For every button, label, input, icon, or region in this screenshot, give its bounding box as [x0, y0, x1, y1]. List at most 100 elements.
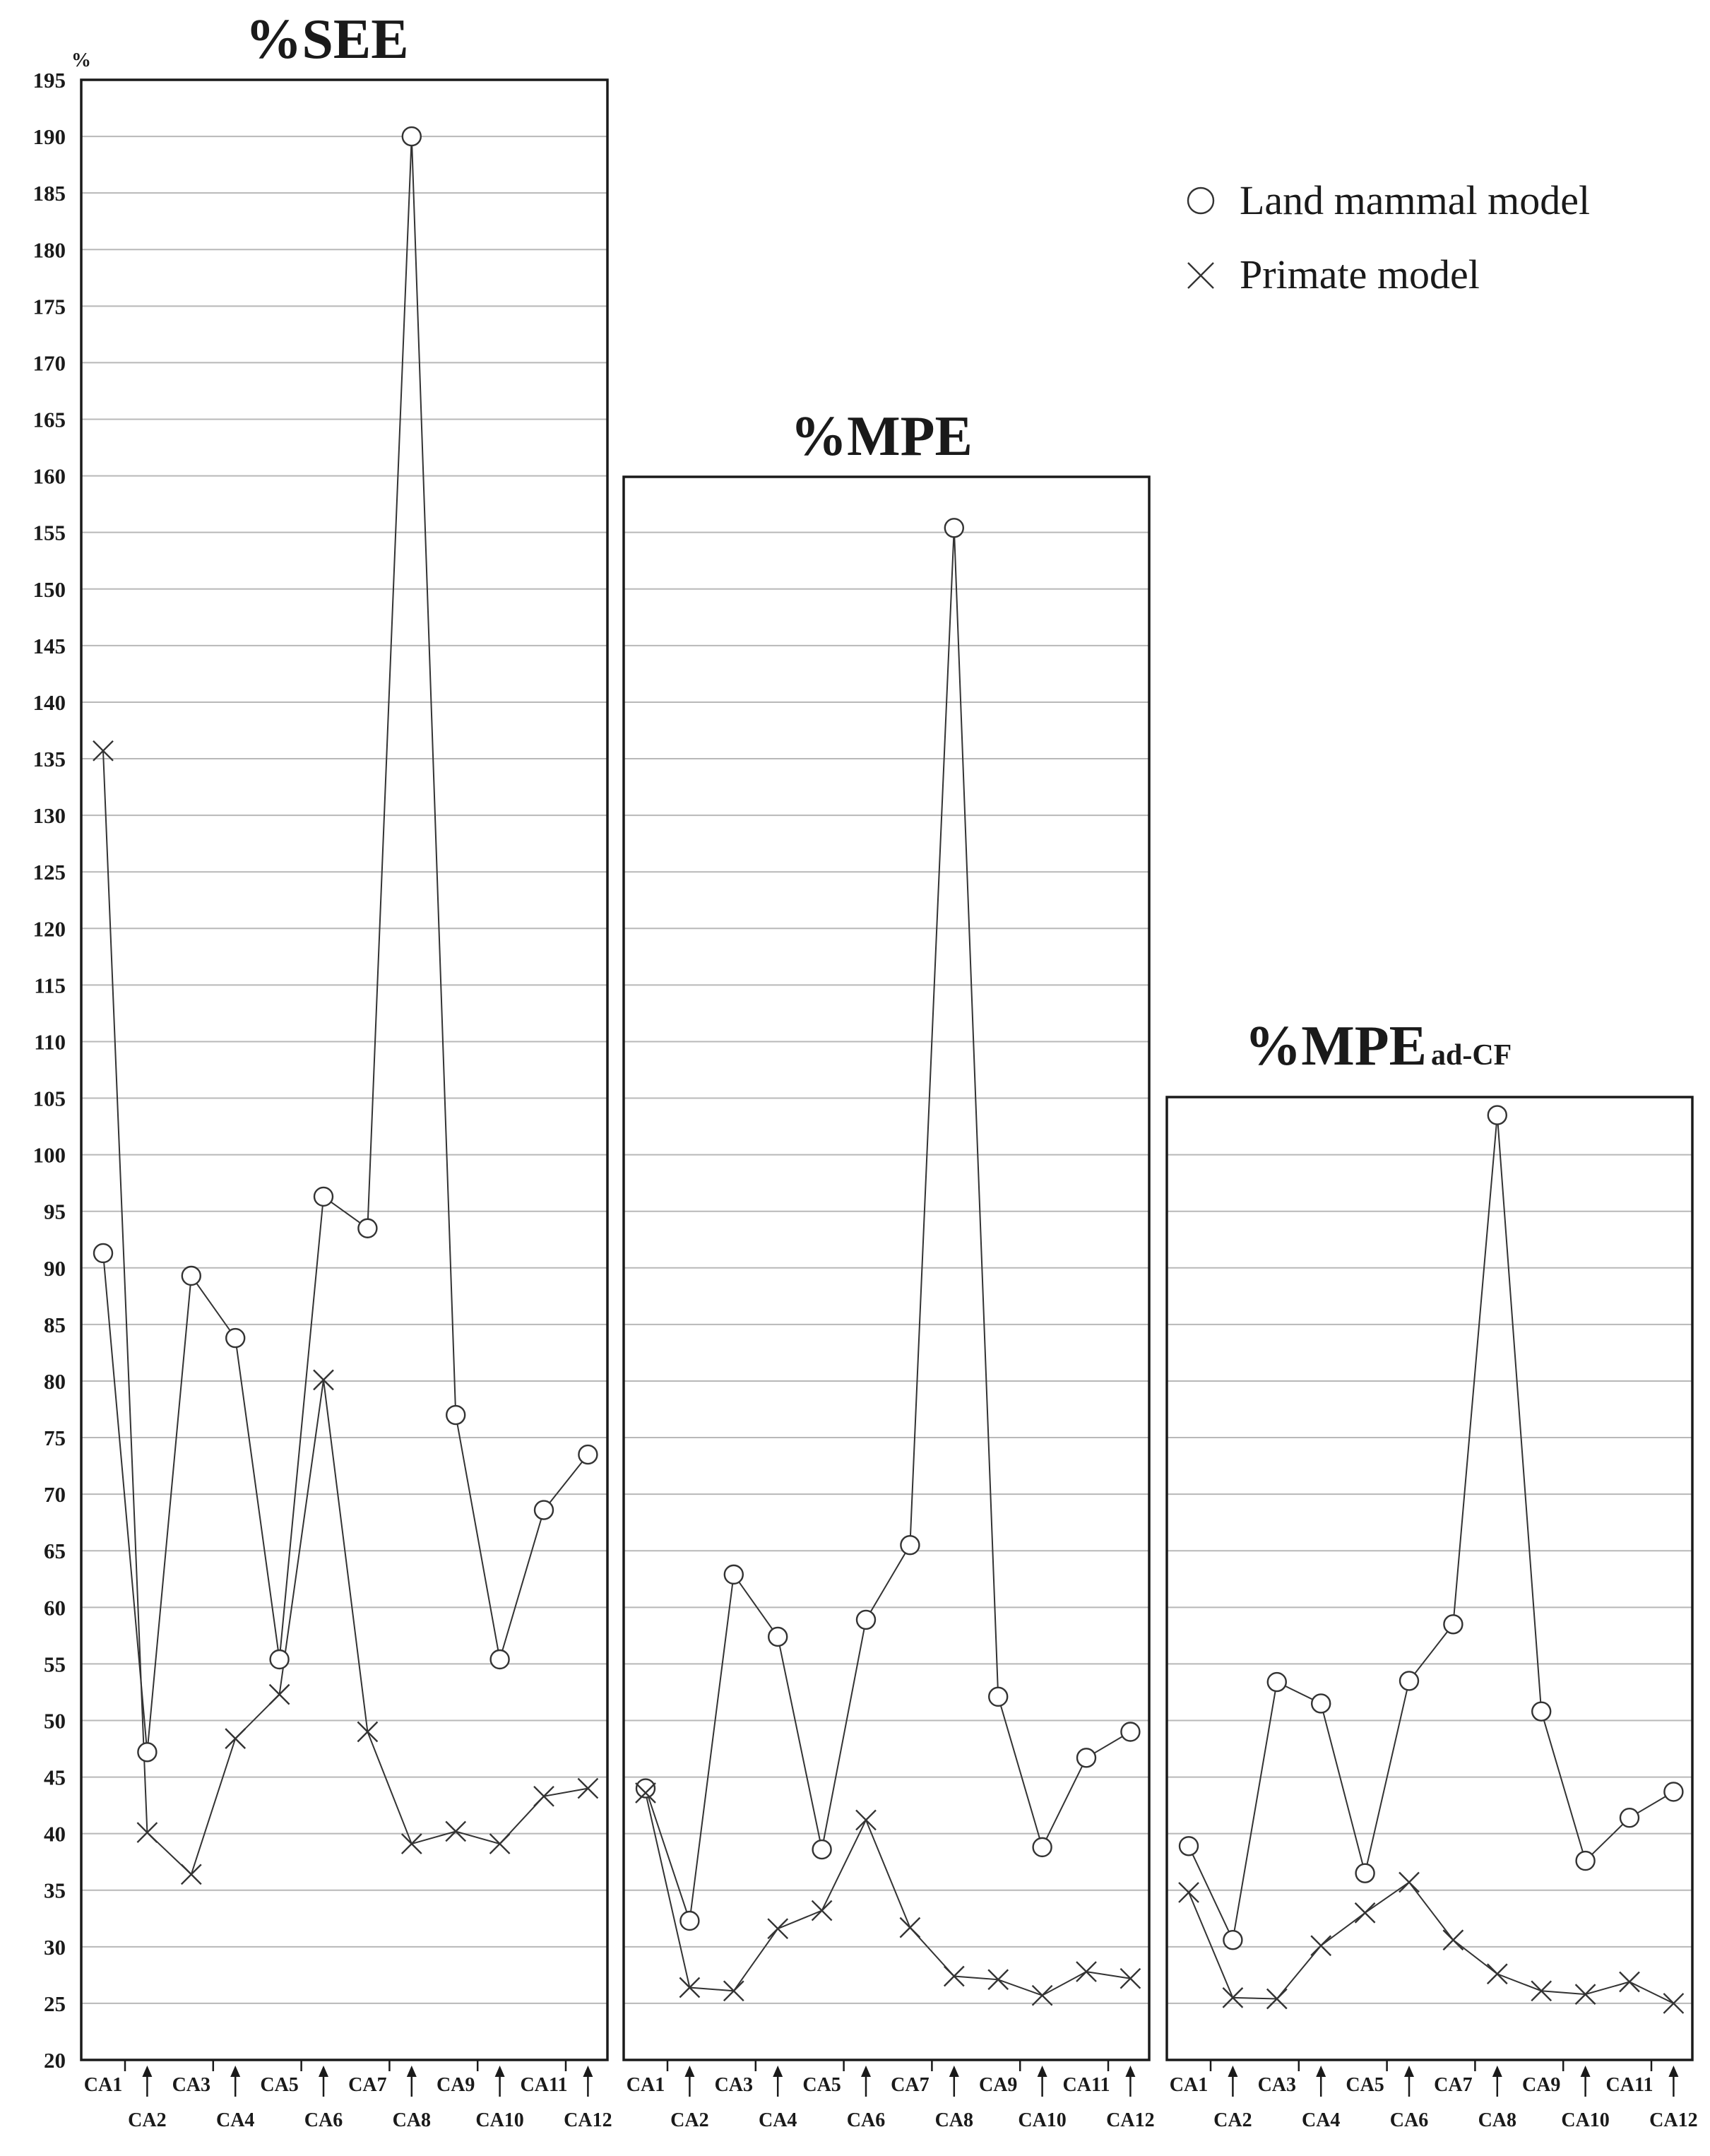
x-tick-label-ca11: CA11: [1606, 2074, 1653, 2096]
data-point-circle: [225, 1327, 246, 1349]
cross-stroke: [899, 1917, 921, 1938]
x-tick-label-ca1: CA1: [1170, 2074, 1208, 2096]
data-point-circle: [1355, 1863, 1375, 1883]
cross-stroke: [723, 1980, 744, 2002]
y-tick-label-115: 115: [34, 973, 66, 997]
data-point-circle: [1178, 1836, 1199, 1856]
data-point-circle: [900, 1535, 920, 1556]
x-tick-label-ca8: CA8: [935, 2109, 973, 2131]
cross-stroke: [855, 1809, 877, 1831]
data-point-cross: [679, 1977, 701, 1998]
chart-title-mpe-adcf: %MPE: [1245, 1015, 1427, 1077]
frames-layer: [80, 78, 1694, 2071]
cross-stroke: [400, 1833, 422, 1854]
data-point-circle: [1619, 1808, 1640, 1828]
data-point-cross: [1354, 1902, 1376, 1924]
data-point-cross: [855, 1809, 877, 1831]
cross-stroke: [268, 1683, 290, 1705]
data-point-circle: [1223, 1930, 1243, 1950]
y-tick-label-80: 80: [44, 1369, 66, 1394]
x-tick-label-ca4: CA4: [759, 2109, 797, 2131]
chart-title-mpe-adcf-subscript: ad-CF: [1431, 1039, 1512, 1072]
data-point-circle: [1575, 1850, 1596, 1871]
x-tick-label-ca5: CA5: [1346, 2074, 1384, 2096]
y-tick-label-110: 110: [34, 1029, 66, 1054]
legend-circle-marker: [1187, 186, 1215, 215]
category-arrowhead: [684, 2066, 695, 2077]
cross-stroke: [943, 1965, 965, 1987]
y-tick-label-20: 20: [44, 2048, 66, 2073]
data-point-circle: [1487, 1105, 1508, 1125]
cross-stroke: [136, 1822, 158, 1843]
data-point-circle: [1266, 1671, 1288, 1693]
x-tick-label-ca12: CA12: [1649, 2109, 1697, 2131]
data-point-circle: [1399, 1671, 1420, 1691]
x-tick-label-ca9: CA9: [437, 2074, 475, 2096]
data-point-cross: [1266, 1988, 1288, 2010]
category-arrowhead: [583, 2066, 593, 2077]
series-line-cross: [102, 750, 588, 1876]
data-point-cross: [489, 1833, 511, 1854]
category-arrowhead: [1668, 2066, 1679, 2077]
data-point-cross: [899, 1917, 921, 1938]
x-tick-label-ca3: CA3: [1258, 2074, 1296, 2096]
x-tick-label-ca1: CA1: [84, 2074, 122, 2096]
x-tick-label-ca2: CA2: [1213, 2109, 1252, 2131]
x-tick-label-ca10: CA10: [1018, 2109, 1066, 2131]
y-tick-label-190: 190: [33, 124, 66, 149]
data-point-cross: [1663, 1993, 1685, 2014]
data-point-cross: [723, 1980, 744, 2002]
data-point-circle: [855, 1609, 877, 1630]
x-tick-label-ca11: CA11: [521, 2074, 568, 2096]
data-point-circle: [1663, 1782, 1684, 1802]
category-arrowhead: [142, 2066, 153, 2077]
y-tick-label-35: 35: [44, 1878, 66, 1903]
data-point-circle: [357, 1218, 378, 1238]
data-point-cross: [1531, 1980, 1552, 2002]
y-tick-label-135: 135: [33, 747, 66, 771]
data-point-cross: [1031, 1984, 1053, 2006]
cross-stroke: [1442, 1929, 1464, 1951]
legend-cross-marker-b: [1187, 262, 1214, 289]
data-point-cross: [136, 1822, 158, 1843]
x-tick-label-ca8: CA8: [393, 2109, 431, 2131]
x-tick-label-ca9: CA9: [979, 2074, 1017, 2096]
data-point-cross: [1178, 1882, 1199, 1903]
data-point-circle: [1076, 1748, 1097, 1768]
y-tick-label-60: 60: [44, 1595, 66, 1620]
y-tick-label-70: 70: [44, 1482, 66, 1507]
category-arrowhead: [1316, 2066, 1326, 2077]
x-tick-label-ca10: CA10: [475, 2109, 523, 2131]
x-tick-label-ca4: CA4: [1302, 2109, 1340, 2131]
chart-title-mpe: %MPE: [790, 405, 973, 468]
data-point-circle: [137, 1742, 158, 1763]
x-tick-label-ca12: CA12: [564, 2109, 612, 2131]
data-point-circle: [1531, 1701, 1552, 1722]
data-point-cross: [533, 1785, 554, 1807]
data-point-circle: [1443, 1614, 1463, 1635]
y-tick-label-95: 95: [44, 1200, 66, 1224]
data-point-circle: [93, 1243, 114, 1264]
chart-title-see: %SEE: [245, 8, 408, 71]
x-tick-label-ca7: CA7: [348, 2074, 386, 2096]
series-line-circle: [1188, 1115, 1674, 1943]
cross-stroke: [313, 1369, 334, 1391]
cross-stroke: [180, 1864, 202, 1885]
y-tick-label-125: 125: [33, 860, 66, 884]
x-tick-label-ca9: CA9: [1522, 2074, 1560, 2096]
category-arrowhead: [1125, 2066, 1136, 2077]
cross-stroke: [1399, 1871, 1420, 1893]
cross-stroke: [1178, 1882, 1199, 1903]
category-arrowhead: [949, 2066, 959, 2077]
y-tick-label-90: 90: [44, 1256, 66, 1281]
y-tick-label-150: 150: [33, 577, 66, 602]
data-point-circle: [533, 1500, 554, 1520]
cross-stroke: [1031, 1984, 1053, 2006]
data-point-cross: [1399, 1871, 1420, 1893]
data-point-cross: [313, 1369, 334, 1391]
data-point-cross: [767, 1918, 789, 1940]
x-tick-label-ca3: CA3: [172, 2074, 210, 2096]
cross-stroke: [1076, 1961, 1097, 1982]
